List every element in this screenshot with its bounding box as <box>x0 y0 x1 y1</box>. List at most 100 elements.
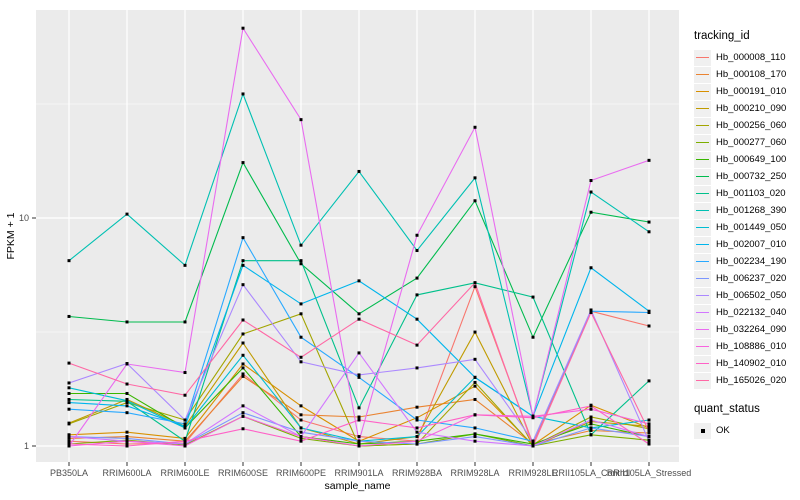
x-tick-label: PB350LA <box>50 468 88 478</box>
data-point <box>531 444 535 448</box>
legend-key <box>694 338 711 355</box>
x-tick-label: RRIM600LA <box>102 468 151 478</box>
data-point <box>183 393 187 397</box>
data-point <box>357 435 361 439</box>
legend-item: Hb_001103_020 <box>688 185 800 202</box>
data-point <box>67 433 71 437</box>
y-axis-title: FPKM + 1 <box>5 212 17 259</box>
legend-key-line <box>696 226 709 228</box>
data-point <box>357 442 361 446</box>
x-tick-label: RRII105LA_Stressed <box>607 468 692 478</box>
data-point <box>183 439 187 443</box>
data-point <box>647 435 651 439</box>
data-point <box>589 433 593 437</box>
data-point <box>357 439 361 443</box>
legend-key <box>694 83 711 100</box>
legend-title-quant-status: quant_status <box>694 403 760 415</box>
data-point <box>357 444 361 448</box>
data-point <box>183 418 187 422</box>
data-point <box>125 439 129 443</box>
data-point <box>473 285 477 289</box>
legend-key-line <box>696 294 709 296</box>
data-point <box>125 435 129 439</box>
legend-item-label: Hb_001103_020 <box>716 188 786 199</box>
data-point <box>183 371 187 375</box>
data-point <box>589 179 593 183</box>
data-point <box>125 444 129 448</box>
data-point <box>67 422 71 426</box>
legend-item: Hb_001449_050 <box>688 219 800 236</box>
legend-item: Hb_006237_020 <box>688 270 800 287</box>
legend-key <box>694 66 711 83</box>
legend-item-label: Hb_000256_060 <box>716 120 787 131</box>
legend-key <box>694 287 711 304</box>
legend-key-line <box>696 260 709 262</box>
legend-item: Hb_032264_090 <box>688 321 800 338</box>
data-point <box>589 308 593 312</box>
data-point <box>125 362 129 366</box>
legend-item-label: Hb_006502_050 <box>716 290 787 301</box>
legend-item-label: Hb_022132_040 <box>716 307 787 318</box>
data-point <box>589 190 593 194</box>
data-point <box>473 357 477 361</box>
x-tick-label: RRIM928BA <box>392 468 442 478</box>
data-point <box>473 384 477 388</box>
data-point <box>67 386 71 390</box>
legend-key <box>694 236 711 253</box>
legend-key-line <box>696 311 709 313</box>
legend-key <box>694 372 711 389</box>
legend-key-line <box>696 345 709 347</box>
data-point <box>125 382 129 386</box>
legend-item: Hb_000210_090 <box>688 100 800 117</box>
data-point <box>67 397 71 401</box>
data-point <box>415 249 419 253</box>
legend-item-label: Hb_032264_090 <box>716 324 787 335</box>
data-point <box>357 406 361 410</box>
data-point <box>415 442 419 446</box>
data-point <box>299 259 303 263</box>
data-point <box>589 404 593 408</box>
data-point <box>415 426 419 430</box>
data-point <box>241 283 245 287</box>
legend-key-line <box>696 73 709 75</box>
data-point <box>241 341 245 345</box>
data-point <box>473 176 477 180</box>
data-point <box>241 259 245 263</box>
data-point <box>473 413 477 417</box>
data-point <box>299 404 303 408</box>
legend-key <box>694 151 711 168</box>
data-point <box>299 355 303 359</box>
legend-item-label: Hb_000108_170 <box>716 69 787 80</box>
legend-item: Hb_000256_060 <box>688 117 800 134</box>
data-point <box>473 432 477 436</box>
data-point <box>67 439 71 443</box>
data-point <box>125 399 129 403</box>
data-point <box>473 426 477 430</box>
data-point <box>647 220 651 224</box>
legend-key <box>694 202 711 219</box>
legend-item-label: Hb_108886_010 <box>716 341 787 352</box>
data-point <box>299 426 303 430</box>
legend-item: Hb_000191_010 <box>688 83 800 100</box>
data-point <box>589 420 593 424</box>
data-point <box>299 335 303 339</box>
data-point <box>241 411 245 415</box>
y-tick-label: 10 <box>19 213 29 223</box>
data-point <box>241 372 245 376</box>
data-point <box>183 263 187 267</box>
data-point <box>299 413 303 417</box>
data-point <box>357 375 361 379</box>
quant-ok-label: OK <box>716 425 730 436</box>
data-point <box>647 418 651 422</box>
data-point <box>183 444 187 448</box>
legend-item: Hb_022132_040 <box>688 304 800 321</box>
legend-key-line <box>696 379 709 381</box>
data-point <box>125 411 129 415</box>
data-point <box>183 320 187 324</box>
legend-item: Hb_000277_060 <box>688 134 800 151</box>
data-point <box>647 422 651 426</box>
data-point <box>647 427 651 431</box>
data-point <box>241 236 245 240</box>
legend-item: Hb_108886_010 <box>688 338 800 355</box>
